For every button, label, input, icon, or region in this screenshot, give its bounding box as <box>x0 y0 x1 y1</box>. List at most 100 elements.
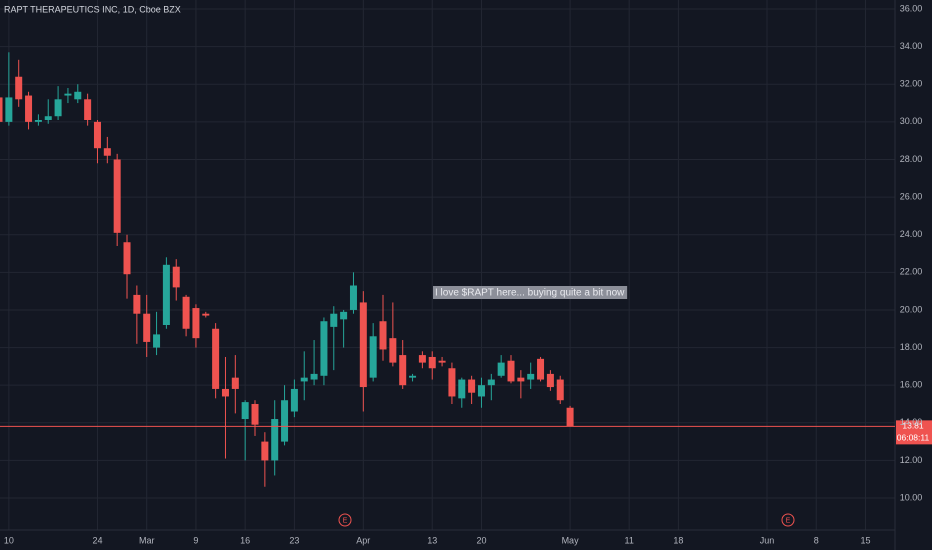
candle-body <box>517 377 525 382</box>
x-tick-label: May <box>562 535 580 545</box>
y-tick-label: 24.00 <box>900 229 923 239</box>
annotation-box <box>433 286 628 299</box>
candle-body <box>477 385 485 397</box>
y-tick-label: 34.00 <box>900 41 923 51</box>
candle-body <box>143 313 151 342</box>
event-marker <box>781 513 795 527</box>
candle-body <box>566 407 574 427</box>
y-tick-label: 10.00 <box>900 492 923 502</box>
candle-body <box>251 403 259 425</box>
candle-body <box>468 379 476 393</box>
candle-body <box>74 91 82 100</box>
y-tick-label: 12.00 <box>900 455 923 465</box>
y-tick-label: 32.00 <box>900 79 923 89</box>
x-tick-label: 13 <box>427 535 437 545</box>
candle-body <box>537 358 545 380</box>
candle-body <box>300 377 308 382</box>
candle-body <box>231 377 239 389</box>
candle-body <box>0 97 3 122</box>
candle-body <box>527 373 535 380</box>
candle-body <box>399 355 407 386</box>
candle-body <box>369 336 377 378</box>
candle-body <box>497 362 505 376</box>
candle-body <box>5 97 13 122</box>
candle-body <box>448 368 456 397</box>
y-tick-label: 20.00 <box>900 304 923 314</box>
candle-body <box>320 321 328 376</box>
candle-body <box>330 313 338 327</box>
x-tick-label: 18 <box>673 535 683 545</box>
candle-body <box>113 159 121 233</box>
candle-body <box>359 302 367 388</box>
y-tick-label: 22.00 <box>900 267 923 277</box>
y-tick-label: 28.00 <box>900 154 923 164</box>
candle-body <box>15 76 23 100</box>
candle-body <box>310 373 318 380</box>
x-tick-label: 24 <box>92 535 102 545</box>
x-tick-label: 15 <box>860 535 870 545</box>
x-tick-label: 8 <box>814 535 819 545</box>
y-tick-label: 18.00 <box>900 342 923 352</box>
candle-body <box>546 373 554 388</box>
candle-body <box>271 419 279 461</box>
chart-title: RAPT THERAPEUTICS INC, 1D, Cboe BZX <box>4 4 181 14</box>
x-tick-label: 11 <box>624 535 633 545</box>
candle-body <box>133 294 141 314</box>
y-tick-label: 14.00 <box>900 417 923 427</box>
candle-body <box>221 388 229 397</box>
x-tick-label: 16 <box>240 535 250 545</box>
candle-body <box>281 400 289 442</box>
y-tick-label: 36.00 <box>900 3 923 13</box>
candle-body <box>379 321 387 350</box>
candle-body <box>340 311 348 320</box>
overlay: 13.81 06:08:11 I love $RAPT here... buying… <box>0 286 932 527</box>
candle-body <box>202 313 210 316</box>
candle-body <box>349 285 357 310</box>
candle-body <box>409 375 417 378</box>
candle-body <box>182 296 190 329</box>
candle-body <box>44 116 52 120</box>
candle-body <box>123 242 131 275</box>
y-tick-label: 16.00 <box>900 380 923 390</box>
y-tick-label: 26.00 <box>900 191 923 201</box>
last-price-label: 13.81 <box>902 421 924 431</box>
candle-body <box>458 379 466 399</box>
candle-body <box>192 308 200 339</box>
candle-body <box>428 356 436 369</box>
candle-body <box>25 95 33 122</box>
candle-body <box>54 99 62 117</box>
event-label: E <box>786 517 791 524</box>
candle-body <box>162 264 170 325</box>
candle-body <box>172 266 180 288</box>
annotation-text: I love $RAPT here... buying quite a bit … <box>435 288 625 299</box>
candle-body <box>64 93 72 96</box>
x-tick-label: 10 <box>4 535 14 545</box>
candle-body <box>103 148 111 156</box>
candle-body <box>389 338 397 363</box>
x-tick-label: 23 <box>289 535 299 545</box>
x-tick-label: Apr <box>356 535 370 545</box>
event-label: E <box>343 517 348 524</box>
event-marker <box>338 513 352 527</box>
candle-body <box>507 360 515 382</box>
last-price-box <box>896 420 932 445</box>
candle-body <box>418 355 426 363</box>
candle-body <box>93 121 101 149</box>
candle-body <box>241 402 249 420</box>
candle-body <box>261 441 269 461</box>
x-tick-label: 20 <box>476 535 486 545</box>
candle-body <box>290 388 298 412</box>
candle-body <box>487 379 495 386</box>
countdown-label: 06:08:11 <box>897 433 930 443</box>
candle-body <box>212 328 220 389</box>
grid <box>0 0 895 530</box>
x-tick-label: 9 <box>193 535 198 545</box>
y-tick-label: 30.00 <box>900 116 923 126</box>
candle-body <box>34 119 42 122</box>
candle-body <box>438 360 446 363</box>
candle-body <box>153 334 161 348</box>
x-tick-label: Mar <box>139 535 155 545</box>
candle-body <box>556 379 564 401</box>
